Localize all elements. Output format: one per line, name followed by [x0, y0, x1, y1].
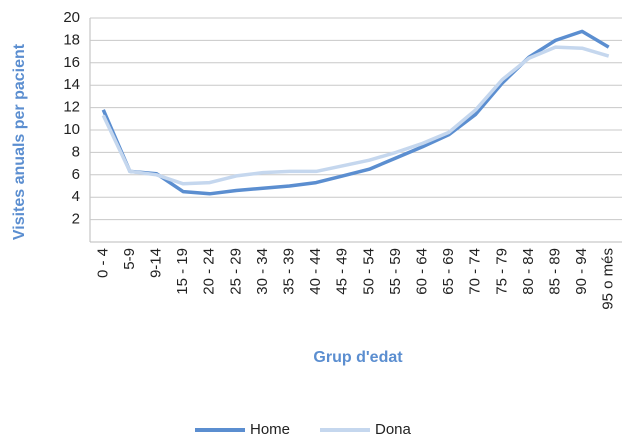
- y-tick-label: 16: [63, 54, 80, 71]
- x-tick-label: 25 - 29: [227, 248, 244, 295]
- x-tick-label: 20 - 24: [201, 248, 218, 295]
- y-tick-label: 12: [63, 99, 80, 116]
- x-tick-label: 15 - 19: [174, 248, 191, 295]
- x-tick-label: 30 - 34: [254, 248, 271, 295]
- y-tick-label: 4: [72, 188, 80, 205]
- x-tick-label: 75 - 79: [493, 248, 510, 295]
- x-tick-label: 40 - 44: [307, 248, 324, 295]
- y-tick-label: 10: [63, 121, 80, 138]
- x-tick-label: 50 - 54: [360, 248, 377, 295]
- line-series: [101, 45, 610, 186]
- x-tick-label: 60 - 64: [413, 248, 430, 295]
- x-tick-label: 5-9: [121, 248, 138, 270]
- x-tick-label: 70 - 74: [467, 248, 484, 295]
- x-tick-label: 80 - 84: [520, 248, 537, 295]
- legend-label: Home: [250, 421, 290, 438]
- y-axis-title: Visites anuals per pacient: [11, 43, 28, 240]
- y-tick-label: 8: [72, 143, 80, 160]
- x-tick-label: 35 - 39: [280, 248, 297, 295]
- x-tick-label: 90 - 94: [573, 248, 590, 295]
- y-tick-label: 18: [63, 31, 80, 48]
- x-tick-label: 65 - 69: [440, 248, 457, 295]
- x-tick-label: 0 - 4: [94, 248, 111, 278]
- x-tick-label: 45 - 49: [334, 248, 351, 295]
- x-tick-label: 95 o més: [600, 248, 617, 310]
- y-tick-label: 20: [63, 9, 80, 26]
- legend-label: Dona: [375, 421, 412, 438]
- x-tick-label: 55 - 59: [387, 248, 404, 295]
- y-tick-label: 2: [72, 211, 80, 228]
- y-tick-label: 6: [72, 166, 80, 183]
- x-axis-title: Grup d'edat: [313, 349, 403, 366]
- x-tick-label: 9-14: [147, 248, 164, 278]
- x-tick-label: 85 - 89: [546, 248, 563, 295]
- y-tick-label: 14: [63, 76, 80, 93]
